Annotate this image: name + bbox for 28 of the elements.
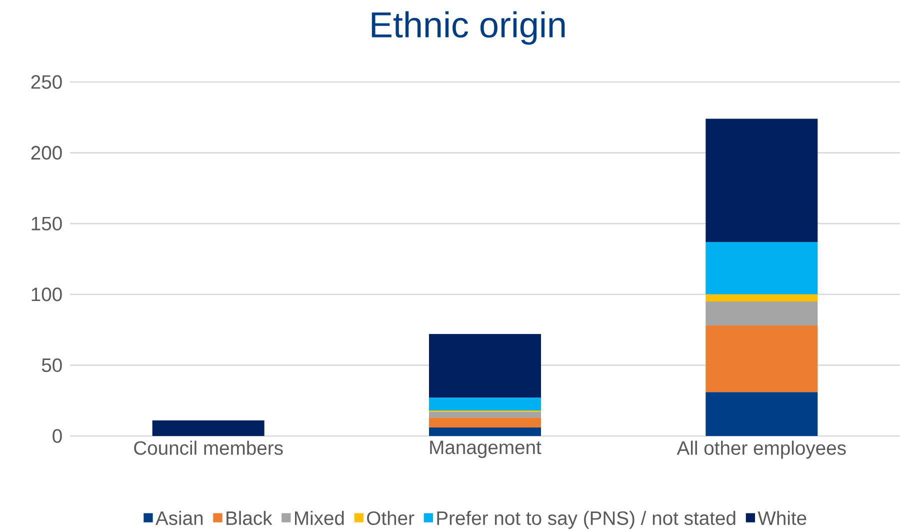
- chart-title: Ethnic origin: [372, 11, 565, 45]
- bar: [706, 301, 818, 326]
- bar: [706, 326, 818, 392]
- legend-label: White: [758, 510, 806, 526]
- legend-label: Asian: [156, 510, 203, 526]
- bar: [429, 427, 541, 436]
- x-tick-label: All other employees: [676, 440, 846, 459]
- y-tick-label: 150: [32, 216, 62, 230]
- y-tick-label: 50: [42, 358, 62, 372]
- bar: [429, 412, 541, 418]
- bar: [429, 334, 541, 398]
- legend-label: Mixed: [295, 510, 344, 526]
- bar: [152, 420, 264, 436]
- legend-label: Black: [226, 510, 272, 526]
- legend-label: Prefer not to say (PNS) / not stated: [437, 510, 736, 529]
- bar: [429, 398, 541, 410]
- bar: [429, 418, 541, 428]
- legend-label: Other: [367, 510, 414, 526]
- y-tick-label: 100: [32, 288, 62, 302]
- y-tick-label: 250: [31, 75, 62, 89]
- x-tick-label: Council members: [134, 440, 283, 455]
- y-tick-label: 200: [31, 146, 62, 160]
- bar: [706, 294, 818, 302]
- bar: [706, 118, 818, 242]
- x-tick-label: Management: [430, 440, 542, 458]
- bar: [706, 392, 818, 436]
- y-tick-label: 0: [52, 429, 62, 443]
- bar: [706, 242, 818, 294]
